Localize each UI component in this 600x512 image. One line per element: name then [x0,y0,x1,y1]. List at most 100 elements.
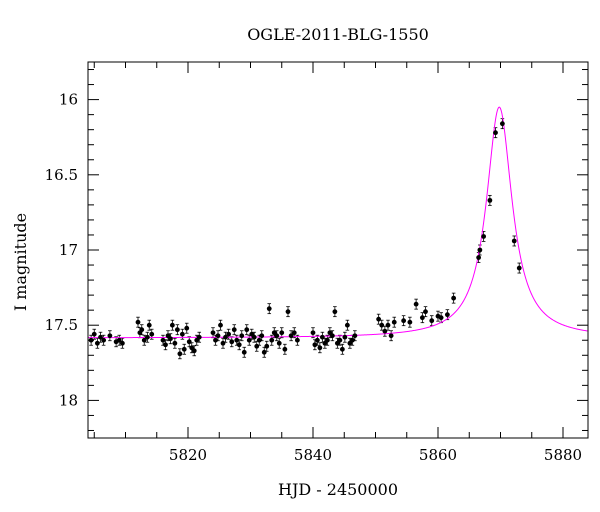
x-tick-label: 5880 [544,446,582,464]
data-point [413,301,419,307]
data-point [352,333,358,339]
data-point [229,339,235,345]
data-point [269,337,275,343]
data-point [186,339,192,345]
data-point [196,334,202,340]
data-point [259,333,265,339]
data-point [312,342,318,348]
data-point [516,265,522,271]
data-point [213,337,218,343]
data-point [163,342,168,348]
data-point [231,327,237,333]
data-point [274,333,280,339]
data-point [476,255,482,260]
data-point [144,334,150,340]
y-tick-label: 17 [59,241,78,259]
data-point [179,331,185,337]
data-point [215,333,221,339]
data-point [451,295,457,301]
data-point [499,121,505,127]
y-tick-label: 18 [59,391,78,409]
x-axis-label: HJD - 2450000 [278,480,398,499]
data-point [385,322,391,328]
data-point [339,346,345,352]
data-point [264,343,270,349]
data-point [191,348,197,354]
data-point [218,322,223,328]
data-point [282,346,288,352]
data-point [429,318,435,324]
data-point [177,351,183,357]
data-point [324,337,330,343]
data-point [266,306,272,312]
data-point [314,337,320,343]
data-point [511,238,517,244]
x-tick-label: 5820 [169,446,207,464]
data-point [184,325,190,331]
data-point [337,337,343,343]
data-point [342,334,348,340]
data-point [285,309,291,315]
data-point [149,331,155,337]
data-point [419,315,425,321]
data-point [291,330,297,336]
data-point [349,337,355,343]
data-point [101,337,107,343]
data-point [223,334,228,340]
data-point [444,312,450,318]
data-point [329,333,335,339]
data-point [388,333,394,339]
data-point [391,319,397,325]
plot-frame [87,61,589,439]
data-point [88,337,94,343]
data-point [477,247,483,253]
data-point [294,337,300,343]
y-axis-label: I magnitude [11,213,30,311]
data-point [438,315,444,321]
data-point [94,340,100,346]
data-point [244,327,250,333]
data-point [261,349,267,355]
data-point [344,322,350,328]
x-tick-label: 5840 [294,446,332,464]
data-point [279,330,285,336]
data-point [376,316,382,322]
data-point [119,340,125,346]
data-point [226,331,232,337]
data-point [481,234,487,239]
data-point [288,333,294,339]
y-tick-label: 16.5 [45,166,78,184]
data-point [254,343,260,349]
data-point [116,337,122,343]
data-point [241,349,247,355]
data-point [181,346,187,352]
chart-title: OGLE-2011-BLG-1550 [247,25,429,44]
data-point [141,337,147,343]
y-tick-label: 17.5 [45,316,78,334]
data-points [88,121,522,357]
data-point [91,331,97,337]
data-point [107,333,113,339]
data-point [256,337,262,343]
data-point [239,333,245,339]
data-point [98,334,103,340]
data-point [423,309,428,315]
data-point [169,322,175,328]
data-point [168,336,173,342]
data-point [407,319,413,325]
data-point [401,318,407,324]
data-point [236,342,242,348]
y-tick-label: 16 [59,91,78,109]
data-point [139,327,145,333]
data-point [319,334,325,340]
data-point [251,334,257,340]
data-point [234,337,240,343]
tick-labels: 5820 5840 5860 5880 16 16.5 17 17.5 18 [45,91,583,464]
data-point [146,322,152,328]
data-point [379,322,385,328]
data-point [487,197,493,203]
data-point [246,337,252,343]
data-point [310,330,316,336]
